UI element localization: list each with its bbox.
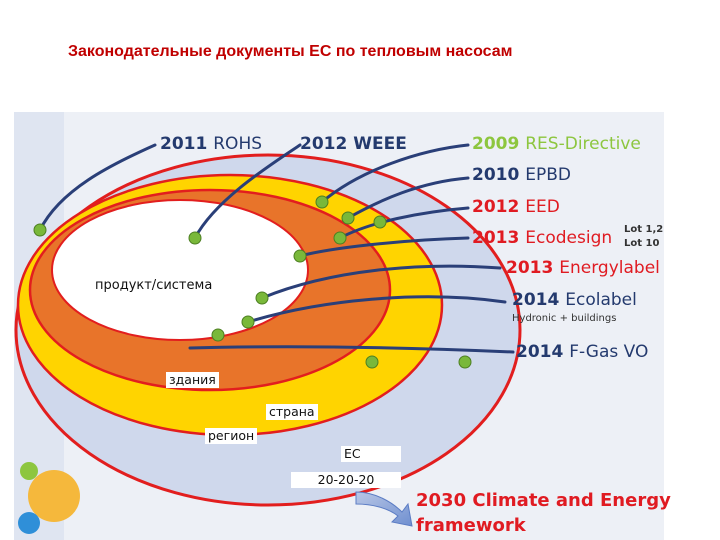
connector-dot	[373, 215, 387, 229]
connector-res	[320, 143, 470, 204]
connector-dot	[293, 249, 307, 263]
connector-energylabel	[260, 264, 502, 300]
legal-res-directive: 2009 RES-Directive	[472, 134, 641, 154]
lot-note-1: Lot 1,2	[624, 224, 664, 235]
ecolabel-subtitle: Hydronic + buildings	[512, 313, 617, 324]
decorative-circle	[28, 470, 80, 522]
connector-dot	[241, 315, 255, 329]
legal-weee: 2012 WEEE	[300, 134, 407, 154]
decorative-circle	[20, 462, 38, 480]
level-product-label: продукт/система	[92, 278, 216, 294]
connector-eed	[338, 206, 470, 240]
level-buildings-label: здания	[166, 372, 219, 388]
framework-title-line1: 2030 Climate and Energy	[416, 490, 671, 511]
connector-weee	[193, 143, 302, 240]
level-region-label: регион	[205, 428, 258, 444]
connector-ecolabel	[246, 295, 507, 324]
ring-product	[51, 199, 309, 341]
connector-dot	[333, 231, 347, 245]
legal-rohs: 2011 ROHS	[160, 134, 263, 154]
legal-energylabel: 2013 Energylabel	[506, 258, 660, 278]
connector-dot	[341, 211, 355, 225]
connector-dot	[458, 355, 472, 369]
legal-eed: 2012 EED	[472, 197, 560, 217]
legal-fgas: 2014 F-Gas VO	[516, 342, 649, 362]
legal-ecodesign: 2013 Ecodesign	[472, 228, 613, 248]
connector-fgas	[188, 345, 515, 354]
page-title: Законодательные документы ЕС по тепловым…	[68, 43, 513, 60]
lot-note-2: Lot 10	[624, 238, 660, 249]
level-country-label: страна	[266, 404, 318, 420]
level-eu-label: ЕС	[341, 446, 401, 462]
connector-dot	[33, 223, 47, 237]
connector-dot	[255, 291, 269, 305]
framework-arrow	[355, 491, 413, 527]
legal-epbd: 2010 EPBD	[472, 165, 571, 185]
eu-target-label: 20-20-20	[291, 472, 401, 488]
framework-title-line2: framework	[416, 515, 526, 536]
decorative-circle	[18, 512, 40, 534]
connector-epbd	[346, 176, 470, 220]
connector-dot	[315, 195, 329, 209]
connector-rohs	[38, 143, 157, 232]
connector-dot	[365, 355, 379, 369]
legal-ecolabel: 2014 Ecolabel	[512, 290, 637, 310]
connector-ecodesign	[298, 236, 470, 258]
connector-dot	[211, 328, 225, 342]
connector-dot	[188, 231, 202, 245]
